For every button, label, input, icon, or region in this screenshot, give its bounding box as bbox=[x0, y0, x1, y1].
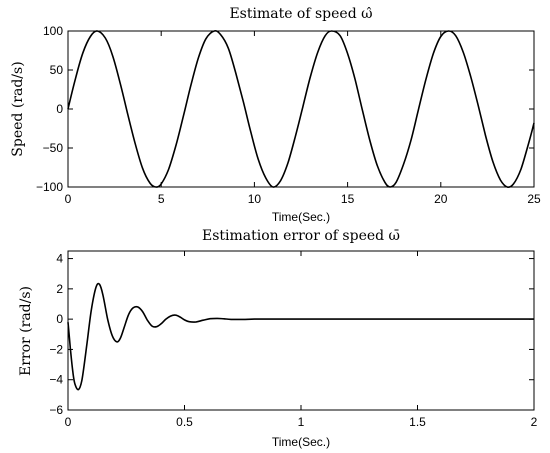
error-y-axis-label: Error (rad/s) bbox=[18, 286, 34, 376]
speed-y-tick-label: −50 bbox=[43, 141, 64, 155]
error-x-tick-label: 1 bbox=[298, 415, 305, 429]
error-y-tick-label: 0 bbox=[56, 312, 63, 326]
error-axes-frame bbox=[67, 250, 535, 411]
error-y-tick-label: −2 bbox=[49, 342, 63, 356]
speed-y-tick-label: 100 bbox=[43, 24, 63, 38]
error-x-tick-label: 2 bbox=[531, 415, 538, 429]
error-y-tick-label: −4 bbox=[49, 373, 63, 387]
speed-x-ticks: 0 5 10 15 20 25 bbox=[65, 31, 541, 206]
speed-series-line bbox=[67, 30, 535, 189]
speed-chart-title: Estimate of speed ω̂ bbox=[229, 6, 372, 22]
speed-y-tick-label: −100 bbox=[36, 180, 63, 194]
error-chart: Estimation error of speed ω̄ 4 2 0 −2 −4 −6 0… bbox=[18, 228, 538, 449]
error-x-tick-label: 0 bbox=[65, 415, 72, 429]
speed-x-tick-label: 0 bbox=[65, 192, 72, 206]
speed-x-axis-label: Time(Sec.) bbox=[272, 210, 330, 224]
speed-y-tick-label: 50 bbox=[50, 63, 64, 77]
error-x-ticks: 0 0.5 1 1.5 2 bbox=[65, 251, 538, 429]
error-x-axis-label: Time(Sec.) bbox=[272, 435, 330, 449]
error-x-tick-label: 1.5 bbox=[409, 415, 426, 429]
speed-plot-area bbox=[67, 30, 535, 189]
speed-x-tick-label: 10 bbox=[248, 192, 262, 206]
speed-x-tick-label: 5 bbox=[158, 192, 165, 206]
speed-axes-frame bbox=[67, 30, 535, 188]
error-y-tick-label: −6 bbox=[49, 403, 63, 417]
speed-y-axis-label: Speed (rad/s) bbox=[10, 61, 26, 156]
error-y-tick-label: 2 bbox=[56, 282, 63, 296]
speed-y-tick-label: 0 bbox=[56, 102, 63, 116]
speed-y-ticks: 100 50 0 −50 −100 bbox=[36, 24, 534, 194]
error-x-tick-label: 0.5 bbox=[176, 415, 193, 429]
error-plot-area bbox=[67, 282, 534, 391]
speed-x-tick-label: 15 bbox=[341, 192, 355, 206]
error-chart-title: Estimation error of speed ω̄ bbox=[202, 228, 400, 244]
error-series-line bbox=[67, 282, 534, 391]
speed-x-tick-label: 25 bbox=[527, 192, 541, 206]
error-y-tick-label: 4 bbox=[56, 252, 63, 266]
speed-x-tick-label: 20 bbox=[434, 192, 448, 206]
